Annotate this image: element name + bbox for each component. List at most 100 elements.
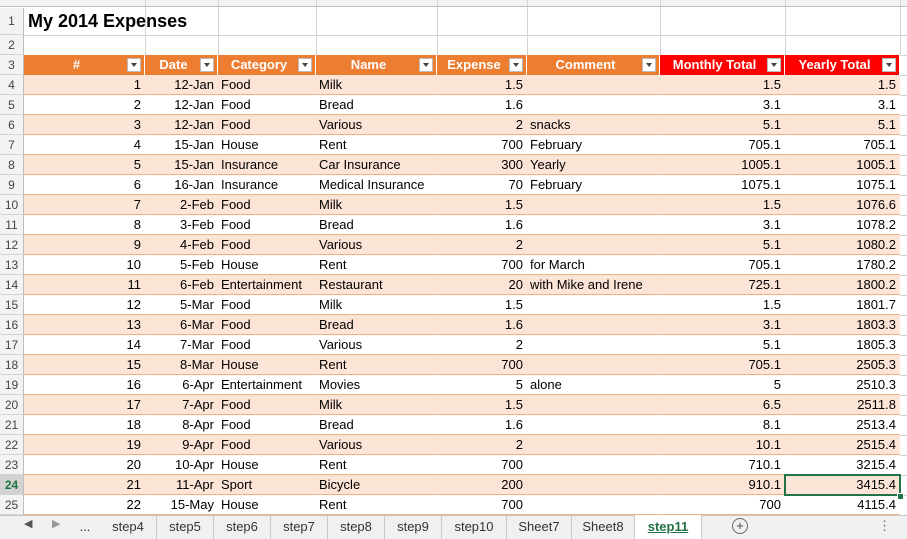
table-cell: 9-Apr	[145, 435, 218, 455]
sheet-tab[interactable]: step7	[271, 515, 328, 539]
table-cell: Milk	[316, 75, 437, 95]
table-cell: 1.5	[660, 195, 785, 215]
grid-line	[527, 0, 528, 55]
table-cell: 20	[24, 455, 145, 475]
row-number: 5	[0, 95, 24, 115]
table-cell: Medical Insurance	[316, 175, 437, 195]
table-cell: Rent	[316, 135, 437, 155]
filter-button[interactable]	[642, 58, 656, 72]
add-sheet[interactable]: +	[732, 518, 748, 534]
sheet-tab[interactable]: Sheet7	[507, 515, 572, 539]
grid-line	[900, 435, 907, 436]
tab-prev[interactable]: ◀	[24, 518, 33, 530]
table-cell: Milk	[316, 295, 437, 315]
header-cell: Expense	[437, 55, 527, 75]
sheet-tab[interactable]: Sheet8	[572, 515, 635, 539]
table-cell: 1.5	[437, 295, 527, 315]
row-number: 23	[0, 455, 24, 475]
table-cell: 1005.1	[785, 155, 900, 175]
table-cell: 1	[24, 75, 145, 95]
table-cell: 6.5	[660, 395, 785, 415]
row-number: 10	[0, 195, 24, 215]
grid-line	[900, 115, 907, 116]
table-cell	[527, 315, 660, 335]
table-cell: 6	[24, 175, 145, 195]
header-cell: #	[24, 55, 145, 75]
table-cell: Bread	[316, 315, 437, 335]
table-cell: Entertainment	[218, 375, 316, 395]
sheet-tab[interactable]: step11	[635, 515, 702, 539]
row-number: 19	[0, 375, 24, 395]
row-number: 22	[0, 435, 24, 455]
table-cell: February	[527, 175, 660, 195]
table-cell: 1805.3	[785, 335, 900, 355]
table-cell: 17	[24, 395, 145, 415]
table-cell: 2	[437, 435, 527, 455]
filter-button[interactable]	[127, 58, 141, 72]
header-cell: Yearly Total	[785, 55, 900, 75]
sheet-tab[interactable]: step6	[214, 515, 271, 539]
sheet-tab[interactable]: step4	[100, 515, 157, 539]
table-cell	[527, 195, 660, 215]
filter-button[interactable]	[419, 58, 433, 72]
table-cell: 7-Mar	[145, 335, 218, 355]
table-cell	[527, 235, 660, 255]
row-number: 11	[0, 215, 24, 235]
table-cell: 1.5	[660, 75, 785, 95]
table-cell: Food	[218, 415, 316, 435]
sheet-tab[interactable]: step5	[157, 515, 214, 539]
table-cell: 5-Mar	[145, 295, 218, 315]
filter-button[interactable]	[200, 58, 214, 72]
header-cell-empty	[900, 55, 907, 75]
row-number: 13	[0, 255, 24, 275]
table-cell: 12-Jan	[145, 75, 218, 95]
table-cell: 1.6	[437, 315, 527, 335]
filter-button[interactable]	[509, 58, 523, 72]
table-cell: 11-Apr	[145, 475, 218, 495]
filter-button[interactable]	[298, 58, 312, 72]
row-number: 3	[0, 55, 24, 75]
table-cell: 2	[437, 235, 527, 255]
table-cell: 1801.7	[785, 295, 900, 315]
table-cell: 12-Jan	[145, 115, 218, 135]
grid-line	[900, 95, 907, 96]
table-cell: Food	[218, 335, 316, 355]
grid-line	[900, 75, 907, 76]
table-cell: 700	[437, 355, 527, 375]
tab-menu[interactable]: ⋮	[878, 518, 891, 533]
filter-button[interactable]	[767, 58, 781, 72]
table-cell	[527, 475, 660, 495]
table-cell: 1803.3	[785, 315, 900, 335]
table-cell: 16	[24, 375, 145, 395]
sheet-tab[interactable]: step8	[328, 515, 385, 539]
table-cell: 2513.4	[785, 415, 900, 435]
table-cell: 705.1	[785, 135, 900, 155]
table-cell: Food	[218, 115, 316, 135]
table-cell: 5.1	[660, 335, 785, 355]
filter-button[interactable]	[882, 58, 896, 72]
table-cell	[527, 495, 660, 515]
table-cell: 15-Jan	[145, 135, 218, 155]
table-cell: 70	[437, 175, 527, 195]
table-cell: 11	[24, 275, 145, 295]
sheet-tab[interactable]: step10	[442, 515, 507, 539]
table-cell: Bread	[316, 415, 437, 435]
table-cell: 1780.2	[785, 255, 900, 275]
table-cell: 3-Feb	[145, 215, 218, 235]
table-cell: 3	[24, 115, 145, 135]
table-cell: 9	[24, 235, 145, 255]
table-cell: House	[218, 495, 316, 515]
header-cell: Date	[145, 55, 218, 75]
table-cell: 10	[24, 255, 145, 275]
table-cell: 700	[437, 495, 527, 515]
table-cell: 1.6	[437, 215, 527, 235]
grid-line	[900, 255, 907, 256]
tab-next[interactable]: ▶	[52, 518, 61, 530]
sheet-tab[interactable]: step9	[385, 515, 442, 539]
column-header-strip	[0, 0, 907, 7]
table-cell: 21	[24, 475, 145, 495]
grid-line	[900, 155, 907, 156]
table-cell: Various	[316, 115, 437, 135]
grid-line	[900, 455, 907, 456]
sheet-tab[interactable]: ...	[79, 519, 91, 534]
